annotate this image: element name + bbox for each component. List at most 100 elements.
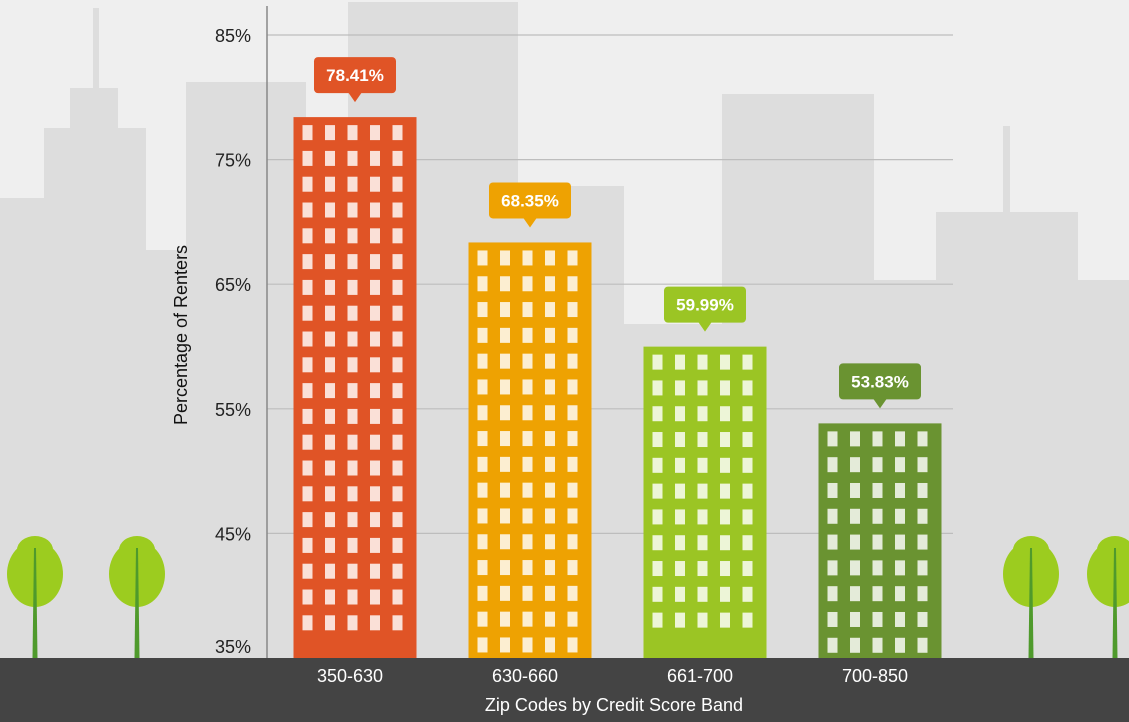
window	[392, 305, 403, 321]
window	[850, 637, 860, 653]
window	[567, 560, 578, 576]
window	[500, 456, 510, 472]
window	[545, 482, 555, 498]
window	[567, 379, 578, 395]
window	[370, 383, 380, 399]
window	[675, 380, 685, 396]
window	[347, 512, 358, 528]
window	[567, 637, 578, 653]
callout-box	[489, 182, 571, 219]
data-label: 59.99%	[676, 296, 734, 315]
window	[720, 561, 730, 577]
window	[302, 279, 313, 295]
window	[302, 486, 313, 502]
window	[325, 460, 335, 476]
window	[545, 431, 555, 447]
window	[675, 535, 685, 551]
window	[522, 534, 533, 550]
window	[652, 380, 663, 396]
window	[742, 483, 753, 499]
window	[392, 176, 403, 192]
window	[325, 305, 335, 321]
window	[742, 586, 753, 602]
window	[652, 406, 663, 422]
window	[742, 380, 753, 396]
window	[477, 637, 488, 653]
window	[325, 537, 335, 553]
window	[697, 483, 708, 499]
window	[652, 535, 663, 551]
y-tick-label: 75%	[215, 151, 251, 171]
window	[522, 379, 533, 395]
window	[652, 457, 663, 473]
window	[522, 637, 533, 653]
window	[697, 586, 708, 602]
window	[392, 202, 403, 218]
window	[697, 354, 708, 370]
window	[872, 431, 883, 447]
window	[370, 331, 380, 347]
window	[477, 431, 488, 447]
window	[302, 254, 313, 270]
window	[477, 508, 488, 524]
window	[850, 457, 860, 473]
window	[697, 535, 708, 551]
window	[347, 589, 358, 605]
window	[325, 408, 335, 424]
window	[652, 561, 663, 577]
window	[567, 276, 578, 292]
window	[917, 534, 928, 550]
window	[370, 486, 380, 502]
window	[477, 276, 488, 292]
window	[392, 408, 403, 424]
window	[302, 460, 313, 476]
window	[742, 406, 753, 422]
window	[697, 509, 708, 525]
window	[567, 327, 578, 343]
bar-windows	[652, 354, 753, 628]
window	[827, 560, 838, 576]
y-tick-label: 45%	[215, 524, 251, 544]
trees-decoration	[7, 536, 1129, 658]
window	[567, 585, 578, 601]
window	[917, 611, 928, 627]
callout-pointer	[348, 92, 362, 103]
window	[895, 457, 905, 473]
window	[827, 611, 838, 627]
window	[652, 432, 663, 448]
window	[720, 586, 730, 602]
data-label: 78.41%	[326, 66, 384, 85]
window	[720, 354, 730, 370]
window	[697, 561, 708, 577]
window	[827, 431, 838, 447]
window	[500, 611, 510, 627]
window	[302, 305, 313, 321]
bar-windows	[827, 431, 928, 653]
window	[302, 434, 313, 450]
window	[917, 586, 928, 602]
window	[652, 483, 663, 499]
window	[392, 434, 403, 450]
window	[370, 202, 380, 218]
tree	[109, 536, 165, 658]
window	[917, 457, 928, 473]
window	[325, 176, 335, 192]
x-tick-label: 661-700	[667, 666, 733, 686]
window	[895, 508, 905, 524]
window	[392, 486, 403, 502]
window	[347, 150, 358, 166]
tree-trunk	[134, 548, 140, 658]
window	[302, 125, 313, 141]
callout-pointer	[698, 321, 712, 332]
window	[370, 176, 380, 192]
window	[827, 534, 838, 550]
window	[370, 150, 380, 166]
window	[545, 302, 555, 318]
window	[742, 457, 753, 473]
bar-windows	[477, 250, 578, 653]
window	[477, 585, 488, 601]
window	[567, 534, 578, 550]
window	[872, 508, 883, 524]
window	[545, 585, 555, 601]
window	[325, 486, 335, 502]
